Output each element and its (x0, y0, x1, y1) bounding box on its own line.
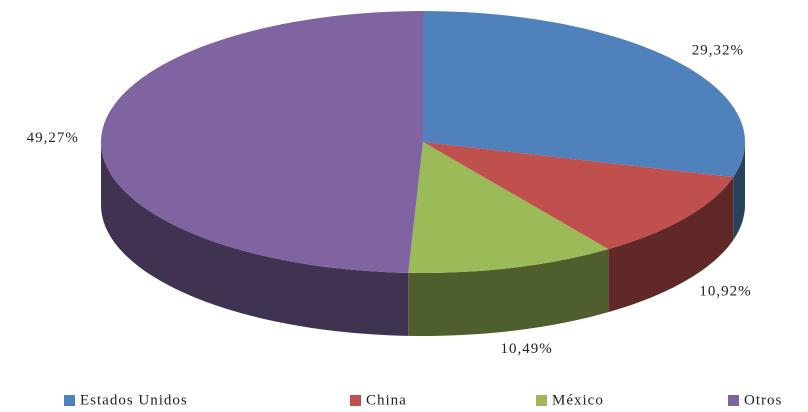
legend-swatch (350, 395, 361, 406)
slice (423, 142, 734, 250)
slice-side (408, 249, 609, 336)
slice (101, 11, 423, 273)
legend-label: México (552, 392, 604, 407)
data-label: 10,92% (699, 283, 751, 299)
data-label: 29,32% (692, 42, 744, 58)
legend-label: China (366, 392, 407, 407)
legend-swatch (728, 395, 739, 406)
slice (408, 142, 609, 273)
legend-swatch (536, 395, 547, 406)
legend-label: Otros (744, 392, 782, 407)
data-label: 49,27% (27, 130, 79, 146)
slice-side (101, 142, 409, 336)
legend-swatch (64, 395, 75, 406)
slice (423, 11, 745, 178)
slice-side (608, 177, 734, 313)
data-label: 10,49% (501, 341, 553, 357)
legend-label: Estados Unidos (80, 392, 188, 407)
slice-side (733, 142, 745, 241)
